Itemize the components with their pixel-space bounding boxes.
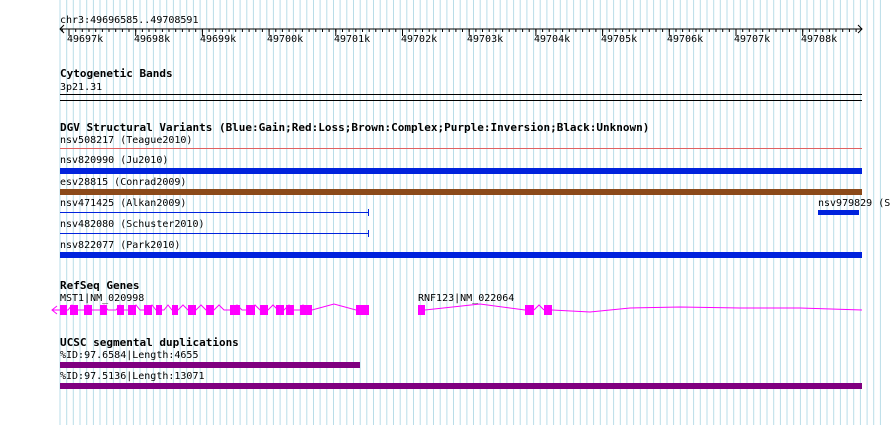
cytoband-line-top <box>60 94 862 95</box>
ruler-tick-label: 49698k <box>134 34 171 45</box>
segdup-label-1: %ID:97.6584|Length:4655 <box>60 350 199 361</box>
dgv-bar-nsv482080[interactable] <box>60 233 369 234</box>
dgv-label-esv28815: esv28815 (Conrad2009) <box>60 177 187 188</box>
dgv-bar-esv28815[interactable] <box>60 189 862 195</box>
dgv-bar-nsv508217[interactable] <box>60 148 862 149</box>
dgv-label-nsv820990: nsv820990 (Ju2010) <box>60 155 169 166</box>
ruler-axis <box>59 24 863 36</box>
dgv-label-nsv471425: nsv471425 (Alkan2009) <box>60 198 187 209</box>
ruler-tick-label: 49702k <box>401 34 438 45</box>
track-title-cytobands: Cytogenetic Bands <box>60 67 173 80</box>
dgv-bar-nsv820990[interactable] <box>60 168 862 174</box>
gene-label-mst1: MST1|NM_020998 <box>60 293 145 304</box>
dgv-label-nsv979829: nsv979829 (S <box>818 198 890 209</box>
dgv-bar-nsv471425[interactable] <box>60 212 369 213</box>
dgv-label-nsv482080: nsv482080 (Schuster2010) <box>60 219 205 230</box>
ruler-tick-label: 49705k <box>601 34 638 45</box>
segdup-label-2: %ID:97.5136|Length:13071 <box>60 371 205 382</box>
cytoband-line-bottom <box>60 100 862 101</box>
ruler-tick-label: 49706k <box>667 34 704 45</box>
ruler-tick-label: 49700k <box>267 34 304 45</box>
segdup-bar-2[interactable] <box>60 383 862 389</box>
gene-model-mst1[interactable] <box>0 300 890 320</box>
dgv-bar-nsv482080-end <box>368 230 369 237</box>
ruler-position: chr3:49696585..49708591 <box>60 15 199 26</box>
ruler-tick-label: 49701k <box>334 34 371 45</box>
ruler-tick-label: 49703k <box>467 34 504 45</box>
dgv-bar-nsv471425-end <box>368 209 369 216</box>
track-title-dgv: DGV Structural Variants (Blue:Gain;Red:L… <box>60 121 650 134</box>
dgv-bar-nsv979829[interactable] <box>818 210 859 215</box>
ruler-tick-label: 49708k <box>801 34 838 45</box>
cytoband-label: 3p21.31 <box>60 82 103 93</box>
ruler-tick-label: 49697k <box>67 34 104 45</box>
segdup-bar-1[interactable] <box>60 362 360 368</box>
dgv-bar-nsv822077[interactable] <box>60 252 862 258</box>
ruler-tick-label: 49704k <box>534 34 571 45</box>
dgv-label-nsv822077: nsv822077 (Park2010) <box>60 240 181 251</box>
ruler-tick-label: 49707k <box>734 34 771 45</box>
track-title-segdup: UCSC segmental duplications <box>60 336 239 349</box>
gene-model-rnf123[interactable] <box>0 300 890 320</box>
track-title-refseq: RefSeq Genes <box>60 279 140 292</box>
gene-label-rnf123: RNF123|NM_022064 <box>418 293 515 304</box>
ruler-tick-label: 49699k <box>200 34 237 45</box>
dgv-label-nsv508217: nsv508217 (Teague2010) <box>60 135 193 146</box>
